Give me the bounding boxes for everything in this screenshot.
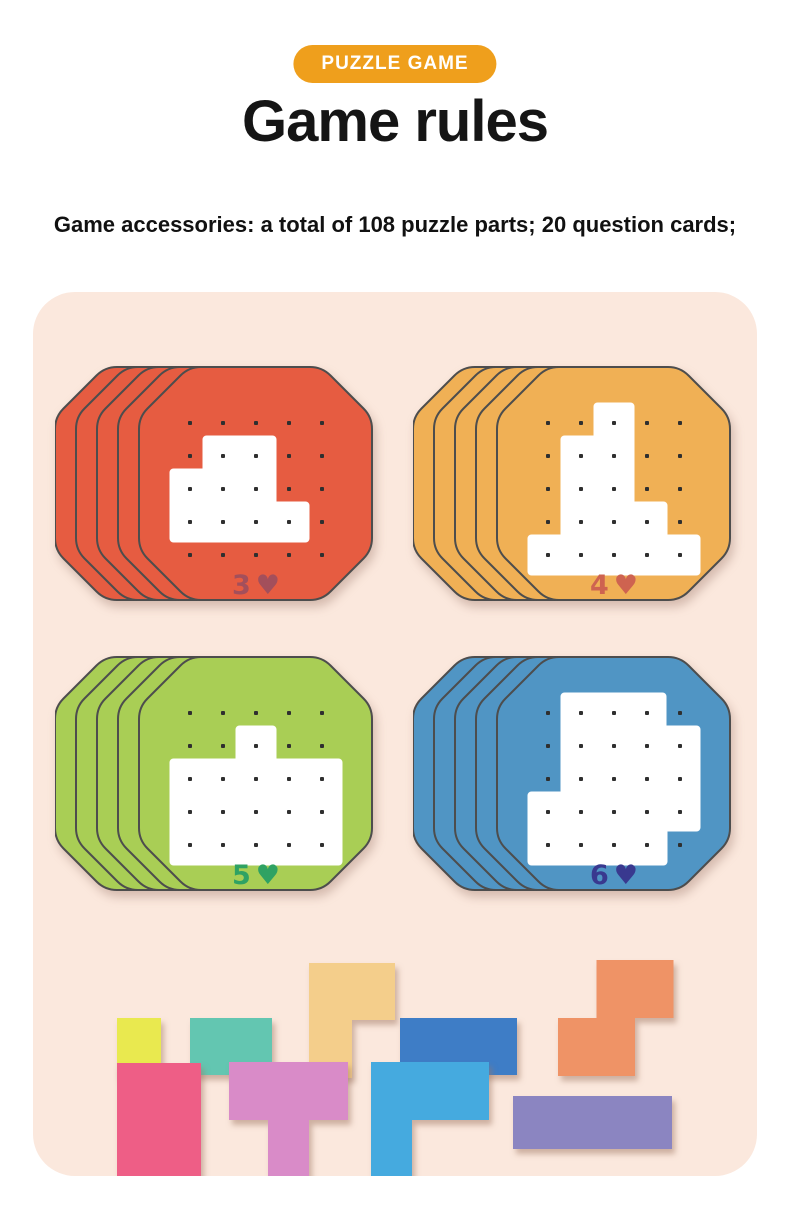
piece-teal-rectangle — [190, 1018, 272, 1075]
piece-orange-s — [558, 960, 674, 1076]
peg-dot-grid — [546, 421, 682, 557]
question-card-stack-5: 5 ♥ — [54, 656, 375, 894]
heart-icon: ♥ — [614, 570, 638, 601]
difficulty-number: 5 — [232, 860, 251, 891]
puzzle-cutout-shape — [169, 435, 310, 543]
piece-sky-corner — [371, 1062, 489, 1176]
question-card-stack-4: 4 ♥ — [412, 366, 733, 604]
piece-yellow-square — [117, 1018, 161, 1076]
piece-blue-rectangle — [400, 1018, 517, 1075]
badge-label: PUZZLE GAME — [321, 53, 469, 74]
difficulty-label: 4 ♥ — [590, 570, 638, 601]
peg-dot-grid — [546, 711, 682, 847]
difficulty-number: 4 — [590, 570, 609, 601]
peg-dot-grid — [188, 711, 324, 847]
card-stack-5-graphic: 5 ♥ — [54, 656, 373, 891]
card-stack-4-graphic: 4 ♥ — [412, 366, 731, 601]
accessories-note: Game accessories: a total of 108 puzzle … — [53, 212, 737, 237]
heart-icon: ♥ — [256, 570, 280, 601]
piece-purple-rectangle — [513, 1096, 672, 1149]
difficulty-label: 5 ♥ — [232, 860, 280, 891]
question-card-stack-3: 3 ♥ — [54, 366, 375, 604]
card-stack-3-graphic: 3 ♥ — [54, 366, 373, 601]
heart-icon: ♥ — [256, 860, 280, 891]
rules-panel: 3 ♥ 4 ♥ — [33, 292, 757, 1176]
difficulty-label: 3 ♥ — [232, 570, 280, 601]
piece-pink-square — [117, 1063, 201, 1176]
question-card-stack-6: 6 ♥ — [412, 656, 733, 894]
puzzle-cutout-shape — [169, 725, 343, 866]
difficulty-number: 6 — [590, 860, 609, 891]
piece-tan-corner — [309, 963, 395, 1078]
heart-icon: ♥ — [614, 860, 638, 891]
piece-orchid-t — [229, 1062, 348, 1176]
difficulty-label: 6 ♥ — [590, 860, 638, 891]
card-stack-6-graphic: 6 ♥ — [412, 656, 731, 891]
peg-dot-grid — [188, 421, 324, 557]
puzzle-game-badge: PUZZLE GAME — [293, 45, 497, 83]
page-title: Game rules — [242, 89, 549, 154]
difficulty-number: 3 — [232, 570, 251, 601]
puzzle-pieces — [117, 960, 674, 1176]
